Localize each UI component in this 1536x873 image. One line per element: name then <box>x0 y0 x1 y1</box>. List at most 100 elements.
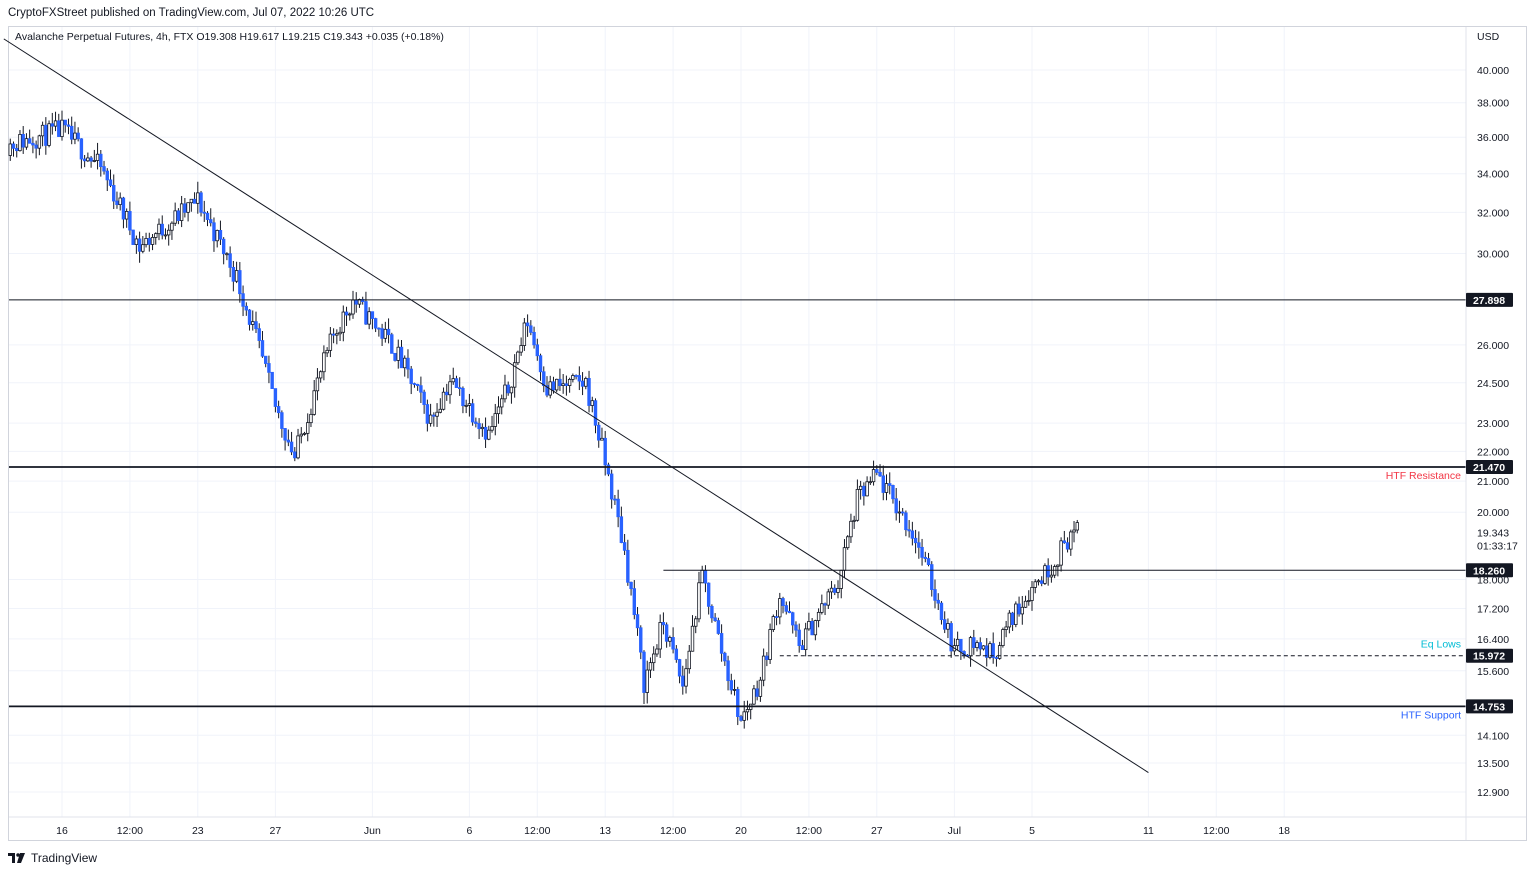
time-tick-label: Jul <box>948 825 961 837</box>
candle-body <box>829 587 834 593</box>
candle-body <box>467 403 472 406</box>
candle-body <box>706 582 711 607</box>
candle-body <box>639 627 643 653</box>
candle-body <box>57 120 61 137</box>
candle-body <box>179 203 184 221</box>
candle-body <box>752 688 756 705</box>
candle-body <box>797 629 801 646</box>
candle-body <box>836 588 840 593</box>
candle-body <box>221 238 226 255</box>
candle-body <box>286 439 291 443</box>
price-tick-label: 23.000 <box>1477 418 1509 430</box>
footer-brand: TradingView <box>31 851 98 865</box>
time-tick-label: 12:00 <box>1203 825 1229 837</box>
candle-body <box>380 328 384 339</box>
candle-body <box>428 414 433 424</box>
candle-body <box>474 421 478 424</box>
price-tick-label: 38.000 <box>1477 98 1509 110</box>
candle-body <box>348 313 352 316</box>
candle-body <box>257 328 261 341</box>
candle-body <box>306 422 310 434</box>
time-axis[interactable]: 16 12:00 23 27 Jun 6 12:00 13 12:00 20 12:00 27 Jul 5… <box>9 816 1526 837</box>
candle-body <box>396 346 400 361</box>
candle-body <box>293 451 297 459</box>
candle-body <box>968 637 973 657</box>
candle-body <box>1020 606 1024 615</box>
candle-body <box>648 662 653 671</box>
candle-body <box>1017 603 1021 615</box>
candle-body <box>263 355 268 364</box>
price-axis[interactable]: USD 40.000 38.000 36.000 34.000 32.000 30.000 2… <box>1465 27 1509 840</box>
candle-body <box>658 622 662 650</box>
candle-body <box>202 211 206 214</box>
candle-body <box>176 210 181 221</box>
candle-body <box>509 386 514 394</box>
candle-body <box>1023 600 1028 608</box>
candle-body <box>1004 626 1008 630</box>
candle-body <box>584 378 588 387</box>
price-tick-label: 17.200 <box>1477 603 1509 615</box>
candle-body <box>276 406 281 414</box>
candle-body <box>732 689 737 691</box>
candles-layer <box>8 110 1079 729</box>
candle-body <box>309 413 313 424</box>
candle-body <box>542 371 546 386</box>
candle-body <box>1014 603 1018 625</box>
candle-body <box>480 426 485 430</box>
candle-body <box>373 318 378 329</box>
candle-body <box>37 135 42 149</box>
candle-body <box>354 299 358 305</box>
candle-body <box>771 616 776 630</box>
time-tick-label: 11 <box>1143 825 1154 837</box>
price-tick-label: 22.000 <box>1477 446 1509 458</box>
candle-body <box>299 433 303 437</box>
candle-body <box>66 124 71 127</box>
publish-line: CryptoFXStreet published on TradingView.… <box>8 7 375 19</box>
candle-body <box>144 238 148 246</box>
candle-body <box>926 558 931 565</box>
candle-body <box>761 655 766 681</box>
candle-body <box>545 385 549 396</box>
time-tick-label: 12:00 <box>524 825 550 837</box>
candle-body <box>697 582 701 620</box>
candle-body <box>820 603 824 613</box>
candle-body <box>454 378 459 388</box>
candle-body <box>535 344 539 357</box>
candle-body <box>900 511 905 514</box>
candle-body <box>53 120 58 127</box>
candle-body <box>894 498 898 514</box>
candle-body <box>212 222 216 242</box>
candle-body <box>939 602 944 621</box>
time-tick-label: 27 <box>871 825 883 837</box>
candle-body <box>209 219 213 224</box>
candle-body <box>11 143 16 149</box>
candle-body <box>21 134 25 148</box>
candle-body <box>302 432 307 435</box>
candle-body <box>574 375 578 377</box>
candle-body <box>852 519 856 522</box>
time-tick-label: 27 <box>270 825 282 837</box>
candle-body <box>736 689 740 717</box>
legend-high: H19.617 <box>239 31 280 43</box>
candle-body <box>438 408 442 413</box>
candle-body <box>525 322 530 327</box>
candle-body <box>383 328 388 339</box>
candle-body <box>677 659 682 677</box>
candle-body <box>609 473 614 500</box>
candle-body <box>619 516 624 543</box>
candle-body <box>949 623 953 652</box>
candle-body <box>671 637 675 650</box>
price-tick-label: 15.600 <box>1477 666 1509 678</box>
candle-body <box>590 400 594 406</box>
candle-body <box>849 520 853 538</box>
candle-body <box>325 349 329 354</box>
footer: TradingView <box>8 851 97 865</box>
candle-body <box>270 371 274 389</box>
candle-body <box>655 648 659 655</box>
candle-body <box>726 660 730 682</box>
candle-body <box>432 414 436 417</box>
candle-body <box>613 498 617 501</box>
candle-body <box>44 124 48 146</box>
candle-body <box>141 244 145 252</box>
